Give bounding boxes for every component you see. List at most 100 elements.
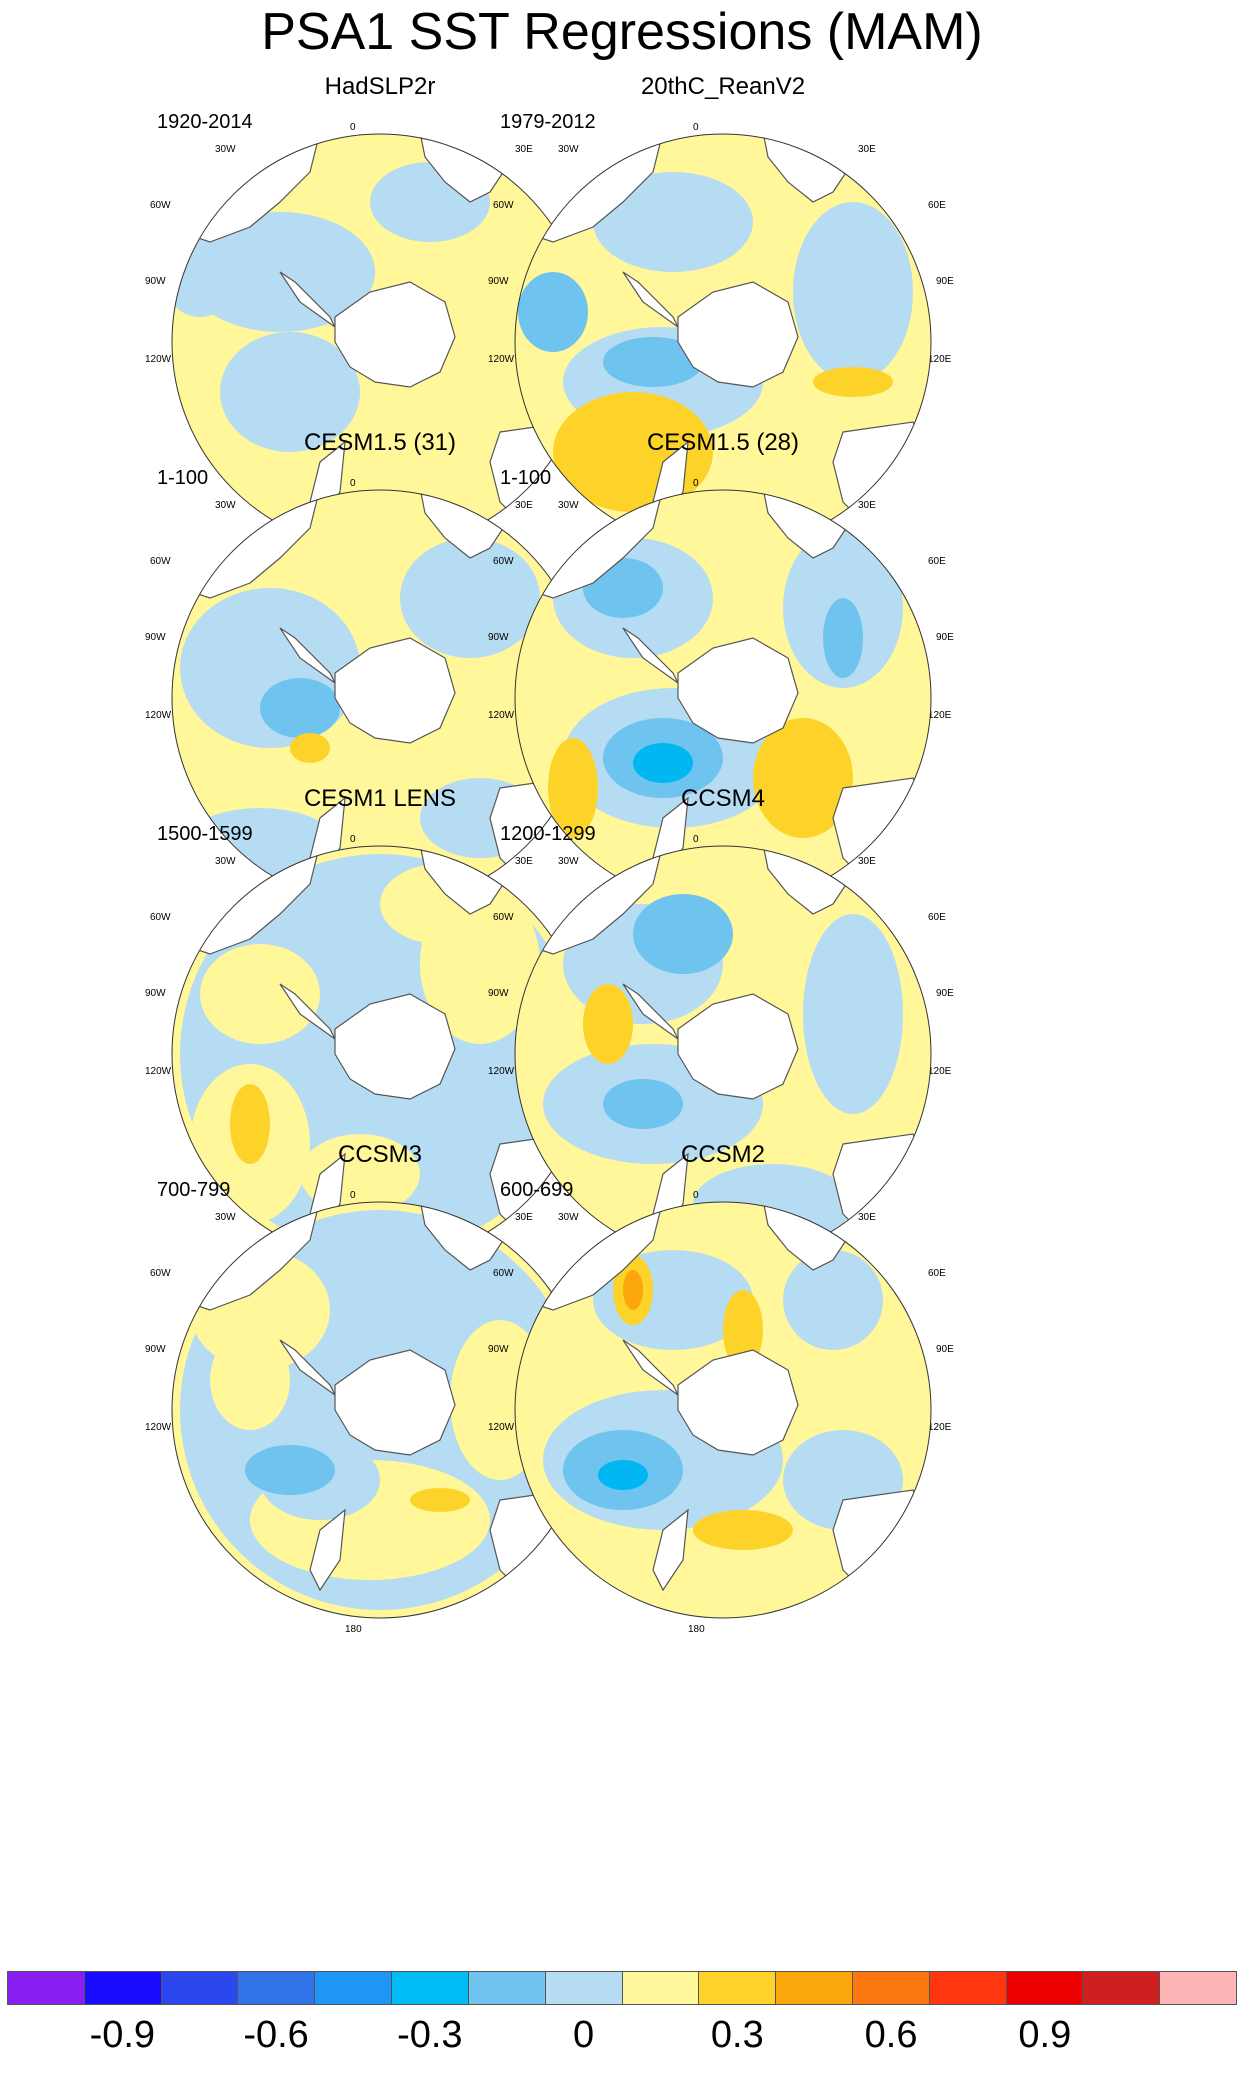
antarctica [622,1339,799,1456]
figure-title: PSA1 SST Regressions (MAM) [261,3,983,61]
longitude-label: 90E [936,632,954,643]
colorbar-labels: -0.9 -0.6 -0.3 0 0.3 0.6 0.9 [7,2012,1237,2062]
sst-anomaly-region [230,1084,270,1164]
longitude-label: 90W [488,632,509,643]
longitude-label: 30W [558,500,579,511]
colorbar-tick-label: 0 [572,2014,595,2056]
panel-title: CESM1.5 (31) [303,429,457,456]
longitude-label: 60E [928,1268,946,1279]
land-mass [832,1489,931,1601]
colorbar-swatch [83,1971,161,2005]
panel-title: HadSLP2r [324,73,436,100]
longitude-label: 120W [145,354,172,365]
longitude-label: 30W [558,856,579,867]
sst-anomaly-region [603,1079,683,1129]
colorbar-swatch [928,1971,1006,2005]
antarctica [622,271,799,388]
panel-title: CCSM2 [680,1141,765,1168]
colorbar-swatch [698,1971,776,2005]
sst-anomaly-region [623,1270,643,1310]
longitude-label: 0 [693,834,699,845]
sst-anomaly-region [548,738,598,838]
colorbar-swatch [391,1971,468,2005]
colorbar-swatch [1082,1971,1160,2005]
sst-anomaly-region [598,1460,648,1490]
panel-title: 20thC_ReanV2 [640,73,806,100]
colorbar-tick-label: 0.9 [1018,2014,1072,2056]
longitude-label: 30E [515,500,533,511]
sst-anomaly-region [200,944,320,1044]
longitude-label: 180 [688,1624,705,1635]
panel-period: 1920-2014 [157,111,253,133]
sst-anomaly-region [753,718,853,838]
longitude-label: 90W [488,1344,509,1355]
antarctica [279,627,456,744]
land-mass [652,1508,689,1592]
longitude-label: 90W [145,276,166,287]
longitude-label: 30E [858,856,876,867]
colorbar-tick-label: -0.6 [243,2014,309,2056]
colorbar-swatch [237,1971,315,2005]
panel-title: CESM1.5 (28) [646,429,800,456]
sst-anomaly-region [593,172,753,272]
map-panel: CCSM3700-799018030W30E60W60E90W90E120W12… [145,1140,615,1635]
longitude-label: 60W [150,1268,171,1279]
longitude-label: 30W [215,856,236,867]
panel-period: 700-799 [157,1179,231,1201]
longitude-label: 120E [928,1422,952,1433]
longitude-label: 0 [350,478,356,489]
colorbar-swatch [544,1971,622,2005]
panel-title: CESM1 LENS [303,785,457,812]
sst-anomaly-region [783,1250,883,1350]
panel-period: 1200-1299 [500,823,596,845]
panel-period: 1-100 [500,467,552,489]
longitude-label: 120W [488,354,515,365]
sst-anomaly-region [410,1488,470,1512]
longitude-label: 30E [515,1212,533,1223]
longitude-label: 120W [145,710,172,721]
longitude-label: 0 [350,122,356,133]
longitude-label: 120W [488,1422,515,1433]
longitude-label: 30W [215,1212,236,1223]
map-panel: CESM1.5 (28)1-100018030W30E60W60E90W90E1… [488,428,958,923]
colorbar-swatch [1005,1971,1083,2005]
colorbar-swatch [1159,1971,1237,2005]
sst-anomaly-region [290,733,330,763]
antarctica [279,1339,456,1456]
colorbar-swatch [467,1971,545,2005]
land-mass [309,1508,346,1592]
longitude-label: 30W [558,1212,579,1223]
longitude-label: 90W [488,988,509,999]
longitude-label: 60W [493,912,514,923]
sst-anomaly-region [245,1445,335,1495]
longitude-label: 30W [215,144,236,155]
panel-period: 1-100 [157,467,209,489]
longitude-label: 90E [936,276,954,287]
longitude-label: 90W [488,276,509,287]
panel-period: 1500-1599 [157,823,253,845]
colorbar-tick-label: 0.6 [864,2014,918,2056]
sst-anomaly-region [260,678,340,738]
colorbar-tick-label: 0.3 [710,2014,764,2056]
longitude-label: 30E [515,144,533,155]
polar-map [514,489,932,907]
longitude-label: 60W [493,556,514,567]
sst-anomaly-region [518,272,588,352]
colorbar-swatch [160,1971,238,2005]
longitude-label: 30E [858,500,876,511]
sst-anomaly-region [813,367,893,397]
longitude-label: 90W [145,632,166,643]
longitude-label: 120W [488,710,515,721]
longitude-label: 60W [150,556,171,567]
longitude-label: 30W [215,500,236,511]
longitude-label: 90E [936,988,954,999]
longitude-label: 30W [558,144,579,155]
longitude-label: 90W [145,988,166,999]
antarctica [279,983,456,1100]
polar-map [514,1201,932,1619]
sst-anomaly-region [210,1330,290,1430]
longitude-label: 30E [858,144,876,155]
sst-anomaly-region [633,743,693,783]
longitude-label: 60E [928,912,946,923]
sst-anomaly-region [633,894,733,974]
